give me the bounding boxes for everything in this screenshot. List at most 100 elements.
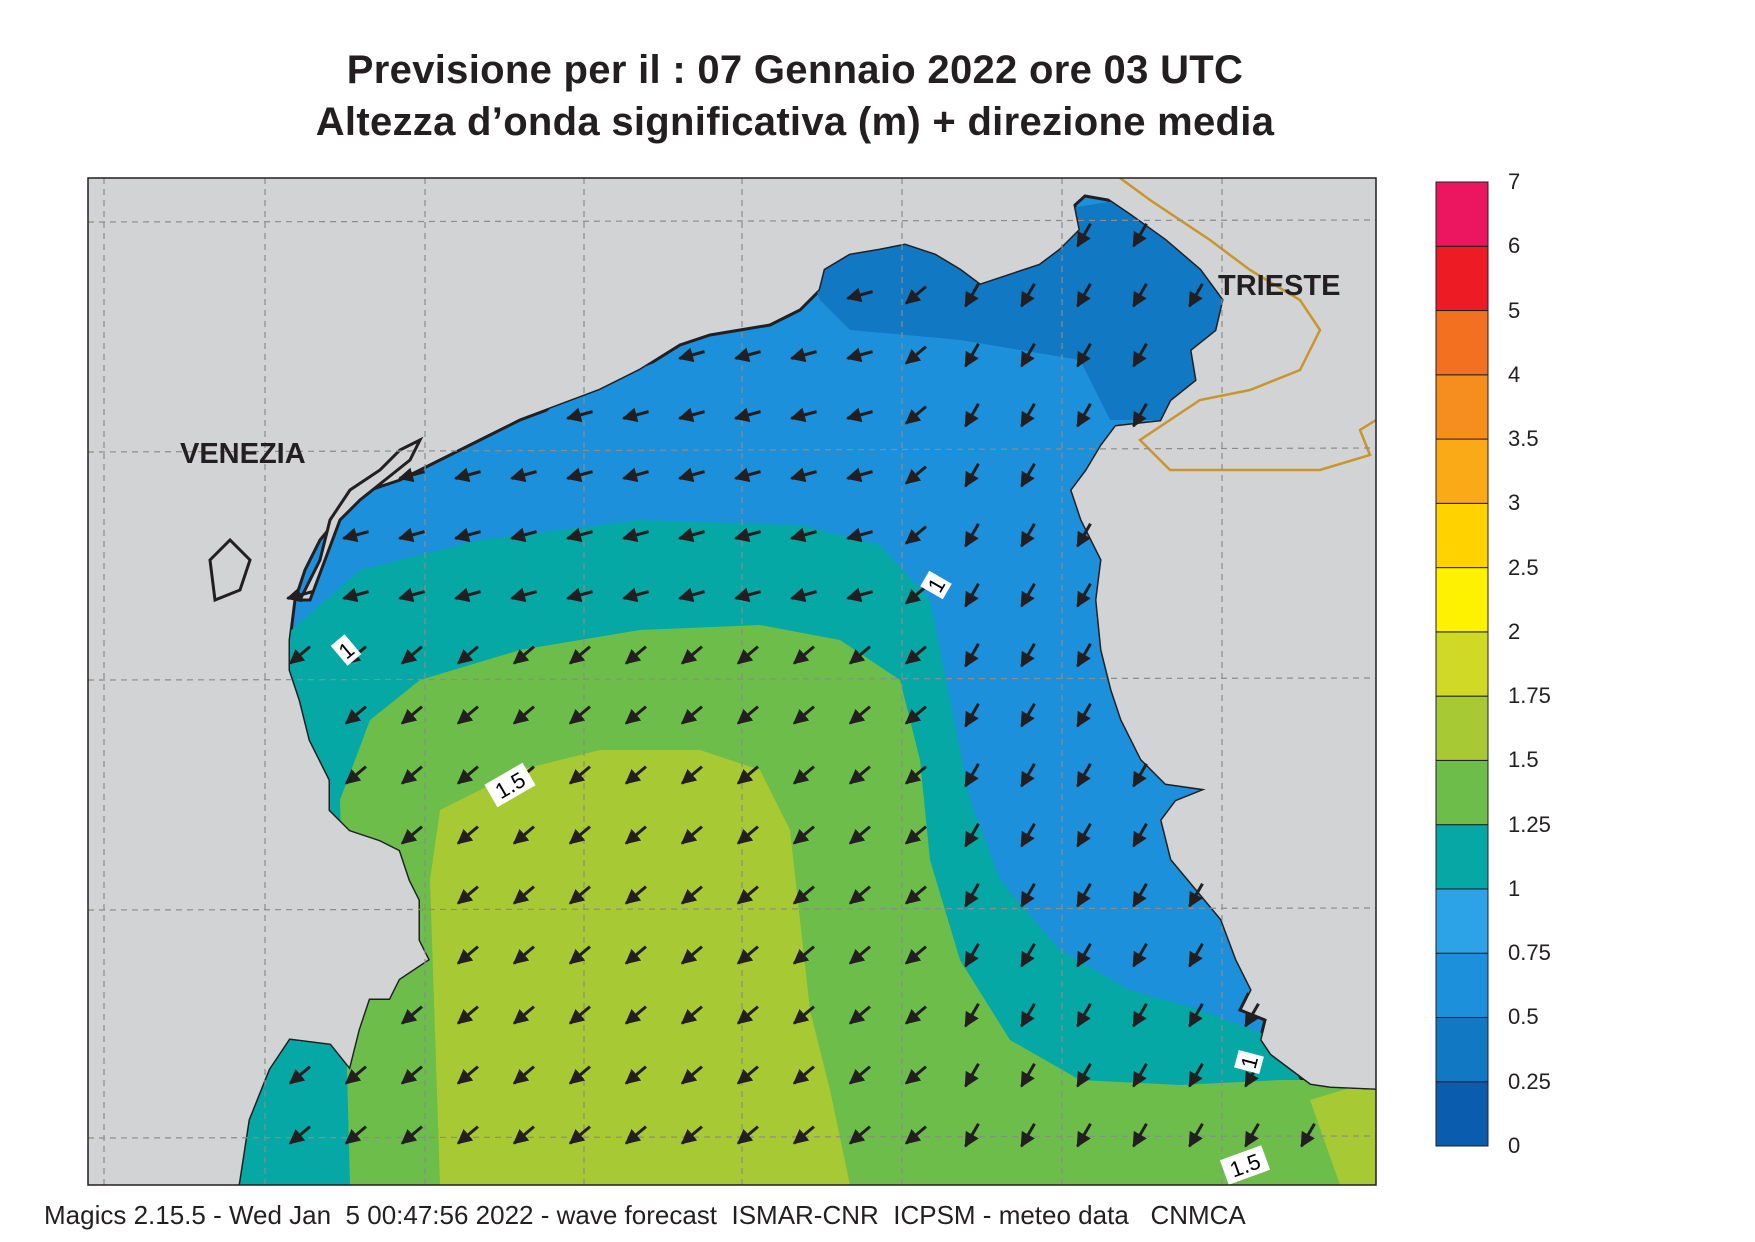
- wave-direction-arrow: [680, 1125, 703, 1145]
- colorbar-swatch: [1435, 438, 1489, 504]
- wave-direction-arrow: [848, 1065, 871, 1085]
- wave-direction-arrow: [733, 407, 761, 423]
- wave-direction-arrow: [397, 527, 425, 543]
- direction-arrows: [285, 222, 1316, 1148]
- forecast-title: Previsione per il : 07 Gennaio 2022 ore …: [346, 48, 1244, 92]
- wave-direction-arrow: [1132, 1002, 1148, 1028]
- wave-direction-arrow: [680, 825, 703, 845]
- wave-direction-arrow: [565, 467, 593, 483]
- wave-direction-arrow: [624, 1065, 647, 1085]
- wave-direction-arrow: [1132, 882, 1148, 908]
- wave-direction-arrow: [904, 705, 927, 725]
- wave-direction-arrow: [792, 1005, 815, 1025]
- wave-direction-arrow: [733, 467, 761, 483]
- wave-direction-arrow: [964, 342, 980, 368]
- wave-direction-arrow: [677, 407, 705, 423]
- wave-direction-arrow: [792, 705, 815, 725]
- wave-direction-arrow: [400, 1005, 423, 1025]
- wave-direction-arrow: [964, 942, 980, 968]
- colorbar-label: 0.25: [1508, 1068, 1551, 1094]
- wave-direction-arrow: [1020, 1062, 1036, 1088]
- wave-direction-arrow: [288, 1125, 311, 1145]
- wave-direction-arrow: [789, 527, 817, 543]
- colorbar-label: 1: [1508, 875, 1521, 901]
- colorbar-label: 2: [1508, 618, 1521, 644]
- wave-direction-arrow: [624, 885, 647, 905]
- wave-direction-arrow: [1300, 1122, 1316, 1148]
- wave-direction-arrow: [453, 527, 481, 543]
- wave-direction-arrow: [1020, 942, 1036, 968]
- wave-direction-arrow: [456, 945, 479, 965]
- wave-direction-arrow: [1020, 822, 1036, 848]
- wave-direction-arrow: [1020, 402, 1036, 428]
- wave-direction-arrow: [1020, 1002, 1036, 1028]
- wave-direction-arrow: [733, 347, 761, 363]
- wave-direction-arrow: [736, 885, 759, 905]
- wave-direction-arrow: [964, 702, 980, 728]
- wave-direction-arrow: [1020, 882, 1036, 908]
- wave-direction-arrow: [677, 527, 705, 543]
- wave-direction-arrow: [1188, 1062, 1204, 1088]
- wave-direction-arrow: [733, 527, 761, 543]
- wave-direction-arrow: [1188, 1002, 1204, 1028]
- wave-direction-arrow: [1132, 282, 1148, 308]
- wave-direction-arrow: [848, 945, 871, 965]
- wave-direction-arrow: [400, 705, 423, 725]
- wave-direction-arrow: [509, 467, 537, 483]
- wave-direction-arrow: [456, 885, 479, 905]
- wave-direction-arrow: [677, 467, 705, 483]
- wave-direction-arrow: [845, 527, 873, 543]
- wave-direction-arrow: [1244, 1122, 1260, 1148]
- wave-direction-arrow: [1020, 462, 1036, 488]
- wave-direction-arrow: [512, 645, 535, 665]
- wave-direction-arrow: [1188, 282, 1204, 308]
- colorbar-label: 6: [1508, 233, 1521, 259]
- colorbar-swatch: [1435, 695, 1489, 761]
- wave-direction-arrow: [677, 347, 705, 363]
- wave-direction-arrow: [621, 467, 649, 483]
- lagoon-island: [208, 537, 252, 603]
- colorbar-swatch: [1435, 181, 1489, 247]
- colorbar-swatch: [1435, 824, 1489, 890]
- wave-direction-arrow: [568, 765, 591, 785]
- wave-direction-arrow: [624, 645, 647, 665]
- wave-direction-arrow: [344, 765, 367, 785]
- wave-direction-arrow: [341, 587, 369, 603]
- colorbar-swatch: [1435, 567, 1489, 633]
- wave-direction-arrow: [1020, 342, 1036, 368]
- wave-direction-arrow: [624, 705, 647, 725]
- wave-direction-arrow: [565, 527, 593, 543]
- border-line: [1119, 178, 1376, 472]
- wave-direction-arrow: [904, 825, 927, 845]
- band-1.5-1.75-se: [1310, 1080, 1376, 1185]
- wave-direction-arrow: [1020, 642, 1036, 668]
- wave-direction-arrow: [848, 705, 871, 725]
- wave-direction-arrow: [285, 587, 313, 603]
- colorbar-label: 0.75: [1508, 940, 1551, 966]
- wave-direction-arrow: [568, 1005, 591, 1025]
- wave-direction-arrow: [1132, 1122, 1148, 1148]
- wave-direction-arrow: [845, 287, 873, 303]
- wave-direction-arrow: [1076, 402, 1092, 428]
- wave-direction-arrow: [288, 1065, 311, 1085]
- wave-direction-arrow: [456, 1065, 479, 1085]
- map-subtitle: Altezza d’onda significativa (m) + direz…: [315, 100, 1275, 144]
- wave-direction-arrow: [512, 825, 535, 845]
- wave-direction-arrow: [904, 885, 927, 905]
- wave-direction-arrow: [1076, 582, 1092, 608]
- colorbar-label: 0: [1508, 1133, 1521, 1158]
- wave-direction-arrow: [848, 1125, 871, 1145]
- wave-direction-arrow: [736, 1125, 759, 1145]
- wave-direction-arrow: [1020, 702, 1036, 728]
- wave-direction-arrow: [964, 762, 980, 788]
- wave-direction-arrow: [789, 587, 817, 603]
- wave-direction-arrow: [1132, 942, 1148, 968]
- lido-island: [297, 436, 424, 602]
- colorbar-label: 1.25: [1508, 811, 1551, 837]
- wave-direction-arrow: [344, 705, 367, 725]
- wave-direction-arrow: [453, 587, 481, 603]
- wave-direction-arrow: [792, 765, 815, 785]
- wave-direction-arrow: [1076, 702, 1092, 728]
- wave-direction-arrow: [1076, 642, 1092, 668]
